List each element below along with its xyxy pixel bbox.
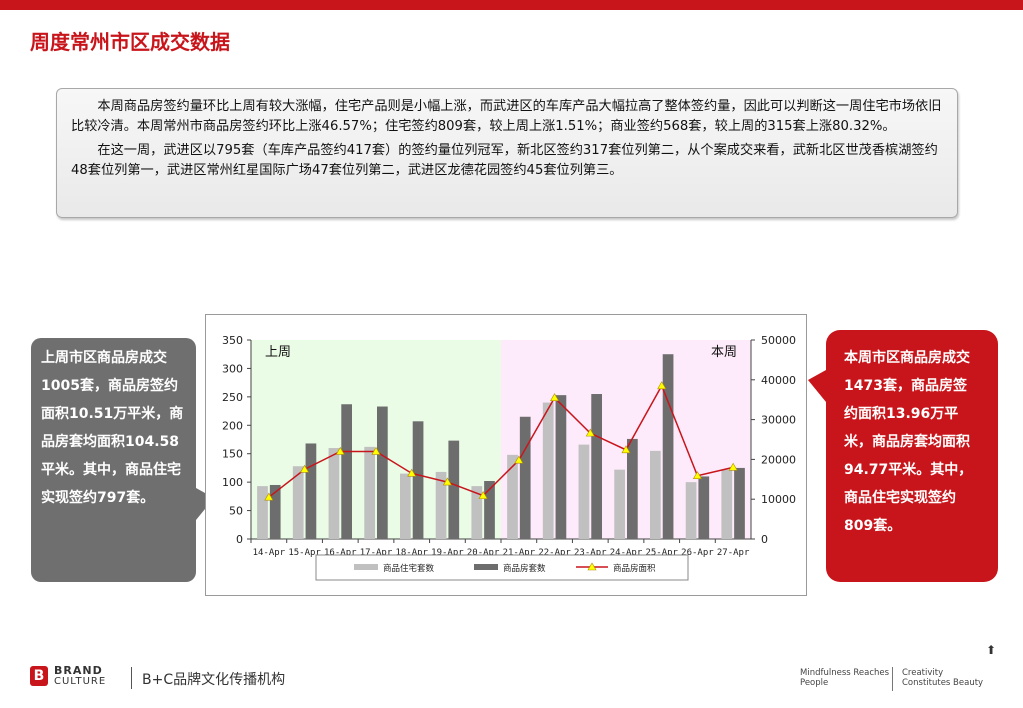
this-week-background	[501, 340, 751, 539]
bar-total	[412, 421, 424, 539]
bar-residential	[257, 486, 268, 539]
x-tick-label: 18-Apr	[395, 548, 428, 558]
right-tick-label: 40000	[761, 374, 796, 387]
legend-label-total: 商品房套数	[503, 563, 546, 574]
bar-residential	[578, 444, 590, 539]
area-line	[268, 384, 734, 498]
area-point	[550, 393, 560, 402]
bar-residential	[542, 402, 554, 539]
slogan-left: Mindfulness Reaches People	[800, 668, 890, 688]
bar-residential	[400, 473, 411, 539]
right-tick-label: 30000	[761, 414, 796, 427]
x-tick-label: 26-Apr	[681, 548, 714, 558]
logo-mark: B	[30, 666, 48, 686]
bar-residential	[507, 454, 518, 539]
x-tick-label: 19-Apr	[431, 548, 464, 558]
x-tick-label: 15-Apr	[288, 548, 321, 558]
bar-total	[341, 404, 352, 539]
area-point	[264, 492, 274, 501]
left-tick-label: 250	[222, 391, 243, 404]
bar-residential	[435, 471, 447, 539]
logo-culture-text: CULTURE	[54, 676, 107, 687]
area-point	[514, 455, 524, 464]
summary-paragraph-2: 在这一周，武进区以795套（车库产品签约417套）的签约量位列冠军，新北区签约3…	[71, 143, 938, 178]
bar-total	[555, 395, 567, 539]
bar-residential	[685, 482, 697, 539]
area-point	[585, 428, 595, 437]
right-tick-label: 0	[761, 533, 768, 546]
slogan-separator	[892, 667, 893, 691]
bar-total	[662, 354, 674, 539]
summary-paragraph-1: 本周商品房签约量环比上周有较大涨幅，住宅产品则是小幅上涨，而武进区的车库产品大幅…	[71, 99, 942, 134]
legend-swatch-area-marker	[587, 562, 597, 571]
bar-residential	[292, 466, 304, 539]
x-tick-label: 14-Apr	[253, 548, 286, 558]
slogan-right: Creativity Constitutes Beauty	[902, 668, 984, 688]
last-week-callout: 上周市区商品房成交1005套，商品房签约面积10.51万平米，商品房套均面积10…	[31, 338, 214, 582]
area-point	[478, 491, 488, 499]
last-week-background	[251, 340, 501, 539]
up-arrow-icon: ⬆	[986, 643, 997, 657]
x-tick-label: 17-Apr	[360, 548, 393, 558]
area-point	[728, 462, 738, 471]
sales-chart: 上周 本周 0 50 100 150 200 250 300 350 0 10000 20000 3000…	[222, 334, 796, 581]
bar-residential	[721, 469, 733, 539]
bar-residential	[364, 446, 375, 539]
left-tick-label: 0	[236, 533, 243, 546]
top-accent-bar	[0, 0, 1023, 10]
period-label-last-week: 上周	[265, 345, 291, 360]
bar-residential	[471, 486, 483, 539]
bar-total	[698, 476, 710, 539]
bar-total	[591, 394, 602, 539]
right-tick-label: 10000	[761, 493, 796, 506]
area-point	[621, 445, 631, 454]
left-tick-label: 200	[222, 419, 243, 432]
left-tick-label: 150	[222, 448, 243, 461]
area-point	[692, 471, 702, 480]
period-label-this-week: 本周	[711, 345, 737, 360]
left-tick-label: 100	[222, 476, 243, 489]
left-tick-label: 350	[222, 334, 243, 347]
bar-total	[305, 443, 317, 539]
bar-total	[627, 438, 638, 539]
x-tick-label: 16-Apr	[324, 548, 357, 558]
area-point	[442, 477, 452, 486]
legend-swatch-residential	[354, 564, 378, 570]
bar-total	[519, 416, 531, 539]
logo-brand-text: BRAND	[54, 664, 103, 677]
legend-label-area: 商品房面积	[613, 563, 656, 574]
legend-swatch-total	[474, 564, 498, 570]
bar-residential	[328, 448, 340, 539]
area-point	[371, 446, 381, 455]
bar-total	[269, 484, 281, 539]
area-point	[335, 446, 345, 455]
x-tick-label: 27-Apr	[717, 548, 750, 558]
chart-frame: 上周 本周 0 50 100 150 200 250 300 350 0 10000 20000 3000…	[205, 314, 807, 596]
bar-residential	[650, 450, 661, 539]
summary-box: 本周商品房签约量环比上周有较大涨幅，住宅产品则是小幅上涨，而武进区的车库产品大幅…	[56, 88, 958, 218]
bar-residential	[614, 469, 625, 539]
x-tick-label: 21-Apr	[503, 548, 536, 558]
left-tick-label: 300	[222, 362, 243, 375]
bar-total	[484, 481, 495, 539]
area-point	[300, 464, 310, 473]
footer-divider	[131, 667, 132, 689]
bar-total	[734, 467, 745, 539]
x-tick-label: 22-Apr	[538, 548, 571, 558]
this-week-callout: 本周市区商品房成交1473套，商品房签约面积13.96万平米，商品房套均面积94…	[808, 330, 998, 582]
legend-label-residential: 商品住宅套数	[383, 563, 435, 574]
page-title: 周度常州市区成交数据	[30, 30, 230, 54]
area-point	[407, 468, 417, 477]
area-point	[657, 381, 667, 390]
x-tick-label: 23-Apr	[574, 548, 607, 558]
bar-total	[448, 440, 460, 539]
x-tick-label: 20-Apr	[467, 548, 500, 558]
left-tick-label: 50	[229, 505, 243, 518]
bar-total	[377, 406, 388, 539]
x-tick-label: 25-Apr	[645, 548, 678, 558]
org-name: B+C品牌文化传播机构	[142, 672, 286, 688]
x-tick-label: 24-Apr	[610, 548, 643, 558]
right-tick-label: 20000	[761, 453, 796, 466]
right-tick-label: 50000	[761, 334, 796, 347]
